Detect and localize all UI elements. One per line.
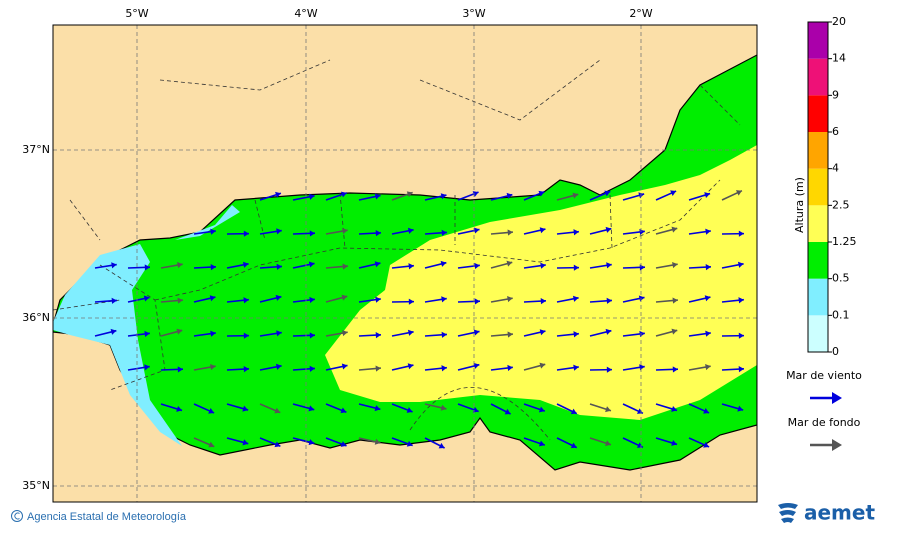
lat-label: 35°N — [22, 479, 50, 492]
lon-label: 3°W — [462, 7, 485, 20]
credit: Agencia Estatal de Meteorología — [27, 511, 187, 523]
colorbar: 0 0.1 0.5 1.25 2.5 4 6 9 14 20 — [808, 15, 857, 358]
colorbar-title: Altura (m) — [793, 177, 806, 233]
map-area — [53, 25, 757, 502]
legend: Mar de viento Mar de fondo — [786, 369, 862, 451]
colorbar-segment — [808, 279, 828, 316]
colorbar-segment — [808, 315, 828, 352]
copyright-icon-c — [15, 513, 20, 519]
legend-arrow-head — [832, 392, 842, 404]
colorbar-segment — [808, 169, 828, 206]
colorbar-label: 1.25 — [832, 235, 857, 248]
colorbar-label: 0 — [832, 345, 839, 358]
logo-mark — [778, 503, 798, 523]
lon-label: 5°W — [125, 7, 148, 20]
colorbar-label: 6 — [832, 125, 839, 138]
colorbar-label: 14 — [832, 52, 846, 65]
colorbar-label: 20 — [832, 15, 846, 28]
colorbar-label: 4 — [832, 162, 839, 175]
legend-arrow-head — [832, 439, 842, 451]
colorbar-segment — [808, 132, 828, 169]
colorbar-segment — [808, 59, 828, 96]
colorbar-label: 9 — [832, 88, 839, 101]
legend-label: Mar de viento — [786, 369, 862, 382]
colorbar-segment — [808, 95, 828, 132]
logo: aemet — [804, 501, 875, 525]
colorbar-label: 2.5 — [832, 198, 850, 211]
lat-label: 37°N — [22, 143, 50, 156]
lon-label: 2°W — [629, 7, 652, 20]
colorbar-segment — [808, 242, 828, 279]
lon-label: 4°W — [294, 7, 317, 20]
legend-label: Mar de fondo — [788, 416, 861, 429]
colorbar-label: 0.5 — [832, 272, 850, 285]
colorbar-segment — [808, 205, 828, 242]
copyright-icon — [12, 511, 23, 522]
lat-label: 36°N — [22, 311, 50, 324]
colorbar-label: 0.1 — [832, 308, 850, 321]
colorbar-segment — [808, 22, 828, 59]
